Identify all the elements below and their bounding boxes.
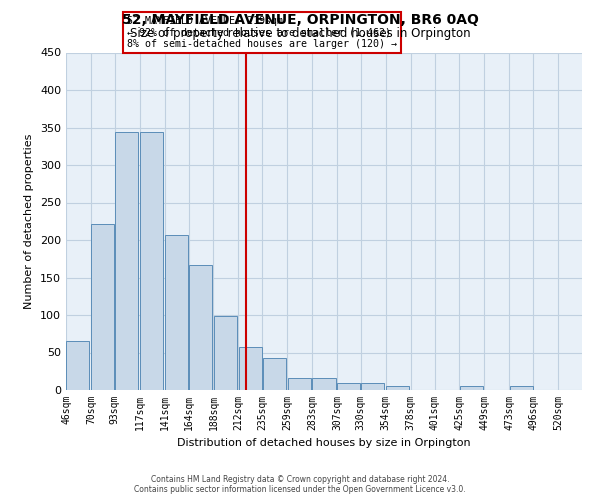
Bar (287, 378, 311, 390)
Bar (460, 386, 483, 390)
Bar (510, 386, 533, 390)
Text: Contains HM Land Registry data © Crown copyright and database right 2024.
Contai: Contains HM Land Registry data © Crown c… (134, 474, 466, 494)
Text: Size of property relative to detached houses in Orpington: Size of property relative to detached ho… (130, 28, 470, 40)
Y-axis label: Number of detached properties: Number of detached properties (25, 134, 34, 309)
Text: 52 MAYFIELD AVENUE: 219sqm
← 92% of detached houses are smaller (1,462)
8% of se: 52 MAYFIELD AVENUE: 219sqm ← 92% of deta… (127, 16, 397, 49)
Text: 52, MAYFIELD AVENUE, ORPINGTON, BR6 0AQ: 52, MAYFIELD AVENUE, ORPINGTON, BR6 0AQ (122, 12, 478, 26)
X-axis label: Distribution of detached houses by size in Orpington: Distribution of detached houses by size … (177, 438, 471, 448)
Bar (239, 347, 262, 390)
Bar (263, 358, 286, 390)
Bar (140, 132, 163, 390)
Bar (361, 383, 385, 390)
Bar (115, 132, 138, 390)
Bar (189, 265, 212, 390)
Bar (214, 316, 237, 390)
Bar (386, 386, 409, 390)
Bar (165, 235, 188, 390)
Bar (313, 378, 335, 390)
Bar (91, 224, 115, 390)
Bar (337, 383, 361, 390)
Bar (67, 340, 89, 390)
